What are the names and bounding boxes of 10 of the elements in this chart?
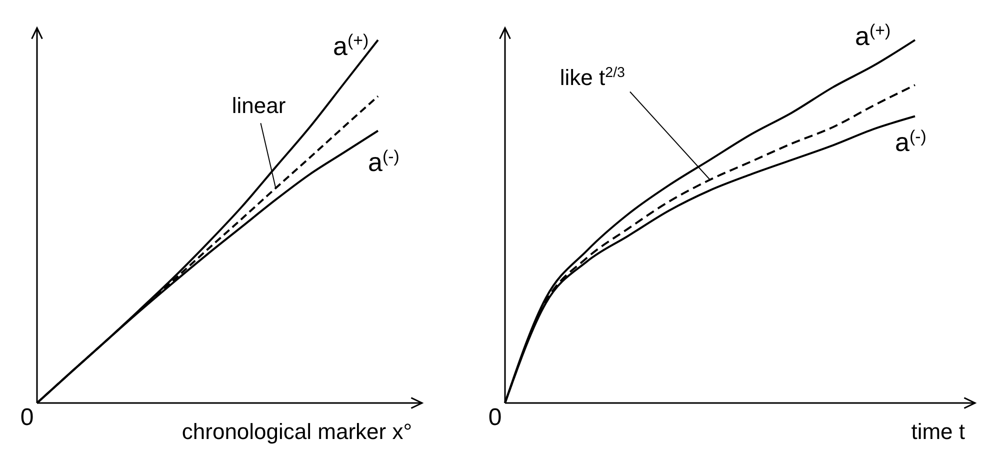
annotation: linear — [232, 93, 286, 118]
series-label: a$^{(+)}$ — [333, 30, 369, 61]
text: 0 — [20, 404, 34, 431]
text: 0 — [488, 404, 502, 431]
series-label: a$^{(+)}$ — [855, 20, 891, 51]
x-axis-title: time t — [911, 419, 965, 444]
series-label: a$^{(-)}$ — [895, 126, 926, 158]
annotation: like t$^{2/3}$ — [560, 64, 626, 90]
x-axis-title: chronological marker x° — [182, 419, 412, 444]
series-label: a$^{(-)}$ — [368, 146, 400, 177]
